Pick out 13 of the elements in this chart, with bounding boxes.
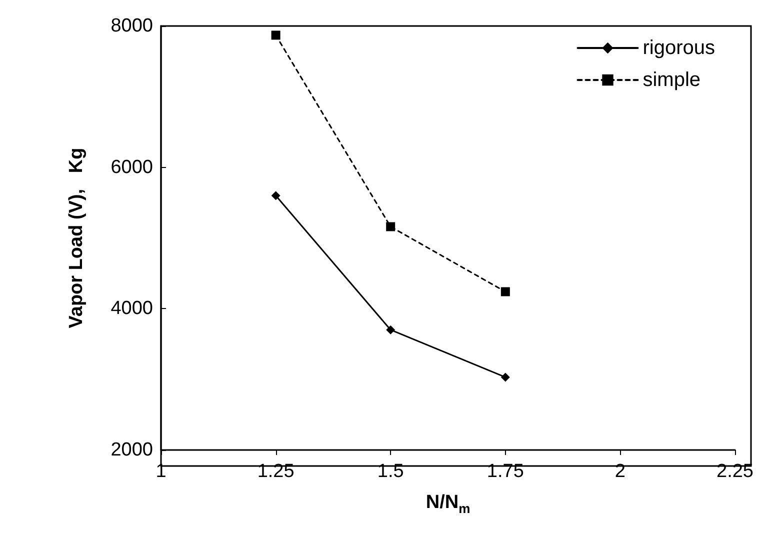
legend-label: rigorous xyxy=(642,37,716,59)
y-axis-title: Vapor Load (V), Kg xyxy=(66,148,87,328)
point xyxy=(500,287,510,296)
point xyxy=(386,222,396,232)
y-tick-label: 2000 xyxy=(110,440,153,460)
y-tick-label: 6000 xyxy=(110,156,153,178)
y-tick-label: 4000 xyxy=(110,298,153,320)
point xyxy=(386,325,396,334)
point xyxy=(271,30,280,40)
point xyxy=(271,191,280,200)
legend-label: simple xyxy=(642,69,701,91)
point xyxy=(500,372,510,382)
y-tick-label: 8000 xyxy=(110,16,153,36)
